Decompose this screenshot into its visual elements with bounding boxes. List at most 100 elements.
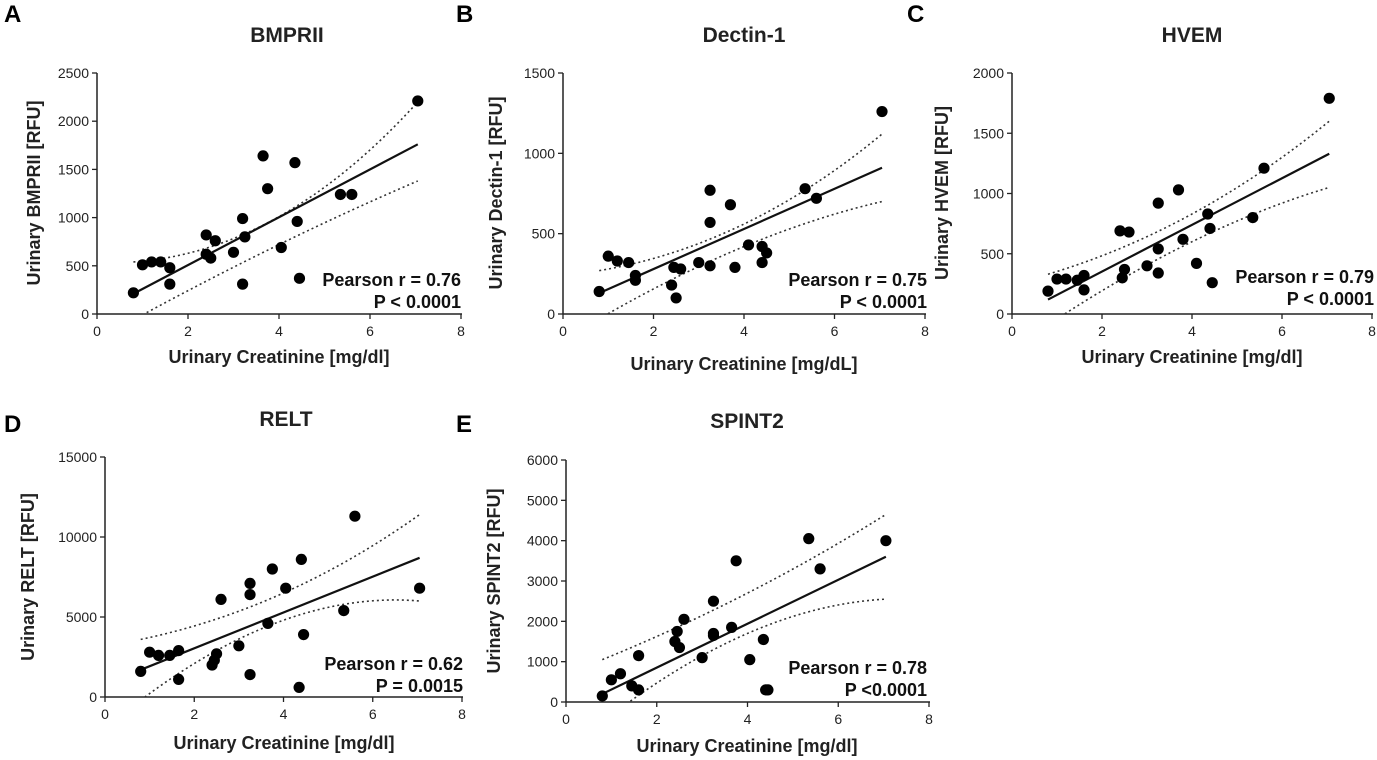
x-tick-label: 6 xyxy=(1278,323,1286,339)
x-tick-label: 4 xyxy=(740,323,748,339)
data-point xyxy=(293,272,306,284)
data-point xyxy=(742,239,755,251)
data-point xyxy=(756,256,768,269)
x-tick-label: 0 xyxy=(93,323,101,339)
data-point xyxy=(127,287,139,299)
y-tick-label: 2000 xyxy=(527,613,558,629)
data-point xyxy=(291,215,303,228)
data-point xyxy=(724,199,737,211)
chart-title: Dectin-1 xyxy=(703,24,786,47)
chart-title: BMPRII xyxy=(250,24,324,47)
data-point xyxy=(244,577,256,590)
y-tick-label: 500 xyxy=(66,258,90,274)
data-point xyxy=(209,235,221,247)
data-point xyxy=(761,247,773,259)
y-tick-label: 15000 xyxy=(58,449,97,465)
y-tick-label: 0 xyxy=(996,306,1004,322)
y-axis-label: Urinary RELT [RFU] xyxy=(18,493,38,661)
y-tick-label: 0 xyxy=(550,694,558,710)
y-tick-label: 5000 xyxy=(66,609,97,625)
data-point xyxy=(280,582,292,594)
data-point xyxy=(1152,267,1164,279)
data-point xyxy=(233,640,245,652)
data-point xyxy=(414,582,426,594)
y-tick-label: 1500 xyxy=(524,65,555,81)
ci-upper-band xyxy=(601,513,887,661)
chart-title: SPINT2 xyxy=(710,410,784,433)
data-point xyxy=(704,216,716,229)
data-point xyxy=(1202,208,1214,220)
y-tick-label: 0 xyxy=(81,306,89,322)
y-tick-label: 10000 xyxy=(58,529,97,545)
data-point xyxy=(1114,225,1126,237)
ci-lower-band xyxy=(627,598,886,702)
data-point xyxy=(334,188,347,201)
panel-d: D RELT 0 2 4 6 8 0 5000 10000 15000 Urinary Creatin… xyxy=(4,408,466,753)
data-point xyxy=(257,150,269,162)
y-axis-label: Urinary SPINT2 [RFU] xyxy=(484,488,504,673)
data-point xyxy=(173,673,185,686)
data-point xyxy=(338,605,350,617)
data-point xyxy=(1141,260,1153,272)
ci-upper-band xyxy=(133,101,419,263)
data-point xyxy=(707,629,720,642)
x-tick-label: 6 xyxy=(369,706,377,722)
chart-title: RELT xyxy=(259,408,312,431)
data-point xyxy=(673,641,686,654)
data-point xyxy=(262,183,274,195)
x-tick-label: 0 xyxy=(562,711,570,727)
data-point xyxy=(293,681,305,694)
x-tick-label: 8 xyxy=(921,323,929,339)
data-point xyxy=(1152,243,1164,255)
x-tick-label: 4 xyxy=(1188,323,1196,339)
y-tick-label: 4000 xyxy=(527,533,558,549)
x-tick-label: 0 xyxy=(101,706,109,722)
p-value: P < 0.0001 xyxy=(1287,289,1374,309)
data-point xyxy=(611,255,623,267)
data-point xyxy=(1116,272,1128,284)
data-point xyxy=(237,278,249,290)
x-tick-label: 8 xyxy=(457,323,465,339)
data-point xyxy=(1172,184,1185,196)
data-point xyxy=(633,650,645,662)
data-point xyxy=(814,563,826,575)
data-point xyxy=(295,553,307,566)
y-tick-label: 1000 xyxy=(524,145,555,161)
pearson-r: Pearson r = 0.76 xyxy=(322,270,461,290)
data-point xyxy=(880,535,892,547)
x-tick-label: 6 xyxy=(366,323,374,339)
data-point xyxy=(164,649,176,662)
data-point xyxy=(1078,269,1090,282)
data-point xyxy=(239,231,251,243)
data-point xyxy=(1060,273,1072,285)
pearson-r: Pearson r = 0.79 xyxy=(1235,267,1374,287)
data-point xyxy=(757,633,769,646)
y-tick-label: 2500 xyxy=(58,65,89,81)
pearson-r: Pearson r = 0.75 xyxy=(788,270,927,290)
ci-upper-band xyxy=(599,133,883,272)
data-point xyxy=(297,629,310,641)
panel-letter: C xyxy=(907,1,924,28)
data-point xyxy=(1258,162,1270,174)
data-point xyxy=(136,259,149,271)
data-point xyxy=(629,274,642,286)
x-tick-label: 0 xyxy=(559,323,567,339)
data-point xyxy=(1123,226,1135,238)
data-point xyxy=(671,625,683,638)
data-point xyxy=(605,674,617,686)
y-tick-label: 500 xyxy=(981,246,1005,262)
regression-line xyxy=(140,556,421,671)
x-tick-label: 2 xyxy=(184,323,192,339)
panel-letter: A xyxy=(4,1,21,28)
data-point xyxy=(744,654,756,666)
data-point xyxy=(1152,197,1164,209)
data-point xyxy=(164,278,176,290)
data-point xyxy=(349,510,361,522)
regression-line xyxy=(1047,152,1330,301)
p-value: P < 0.0001 xyxy=(840,292,927,312)
data-point xyxy=(155,256,167,268)
x-tick-label: 6 xyxy=(834,711,842,727)
data-point xyxy=(200,229,212,241)
regression-line xyxy=(601,555,887,695)
